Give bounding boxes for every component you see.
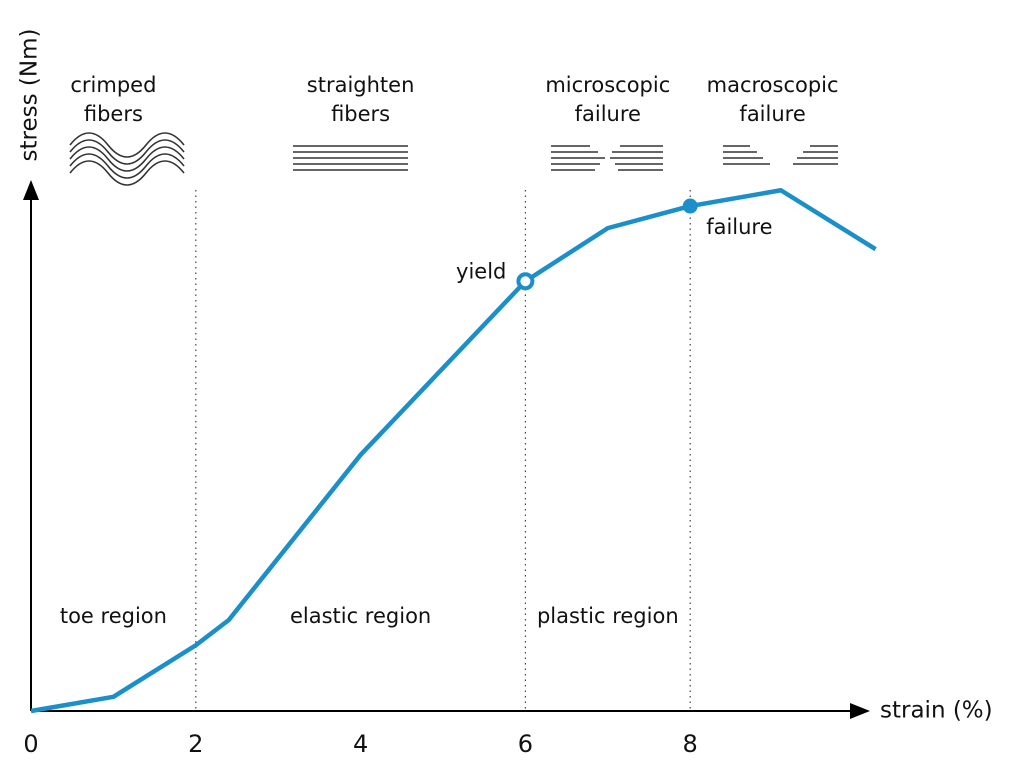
phase-label: failure (739, 102, 805, 126)
phase-label: failure (575, 102, 641, 126)
x-tick-label: 4 (353, 730, 368, 758)
x-tick-label: 6 (518, 730, 533, 758)
point-marker (518, 274, 532, 288)
x-tick-label: 0 (23, 730, 38, 758)
microscopic-failure-icon (551, 146, 663, 170)
phase-label: microscopic (545, 73, 670, 97)
point-label: yield (456, 259, 506, 283)
phase-label: fibers (331, 102, 390, 126)
chart: strain (%) stress (Nm) 0 2 4 6 8 toe region el… (0, 0, 1021, 767)
phase-label: fibers (84, 102, 143, 126)
point-marker (684, 200, 697, 213)
x-tick-label: 2 (188, 730, 203, 758)
phase-label: macroscopic (707, 73, 839, 97)
crimped-fibers-icon (70, 133, 184, 185)
x-tick-label: 8 (683, 730, 698, 758)
stress-strain-curve (31, 190, 876, 711)
region-label: toe region (60, 604, 167, 628)
y-axis-label: stress (Nm) (17, 29, 43, 162)
region-label: plastic region (537, 604, 679, 628)
macroscopic-failure-icon (723, 146, 838, 164)
point-label: failure (706, 215, 772, 239)
region-label: elastic region (290, 604, 431, 628)
straight-fibers-icon (293, 146, 408, 170)
phase-label: straighten (307, 73, 415, 97)
phase-label: crimped (70, 73, 156, 97)
x-axis-label: strain (%) (880, 698, 993, 724)
